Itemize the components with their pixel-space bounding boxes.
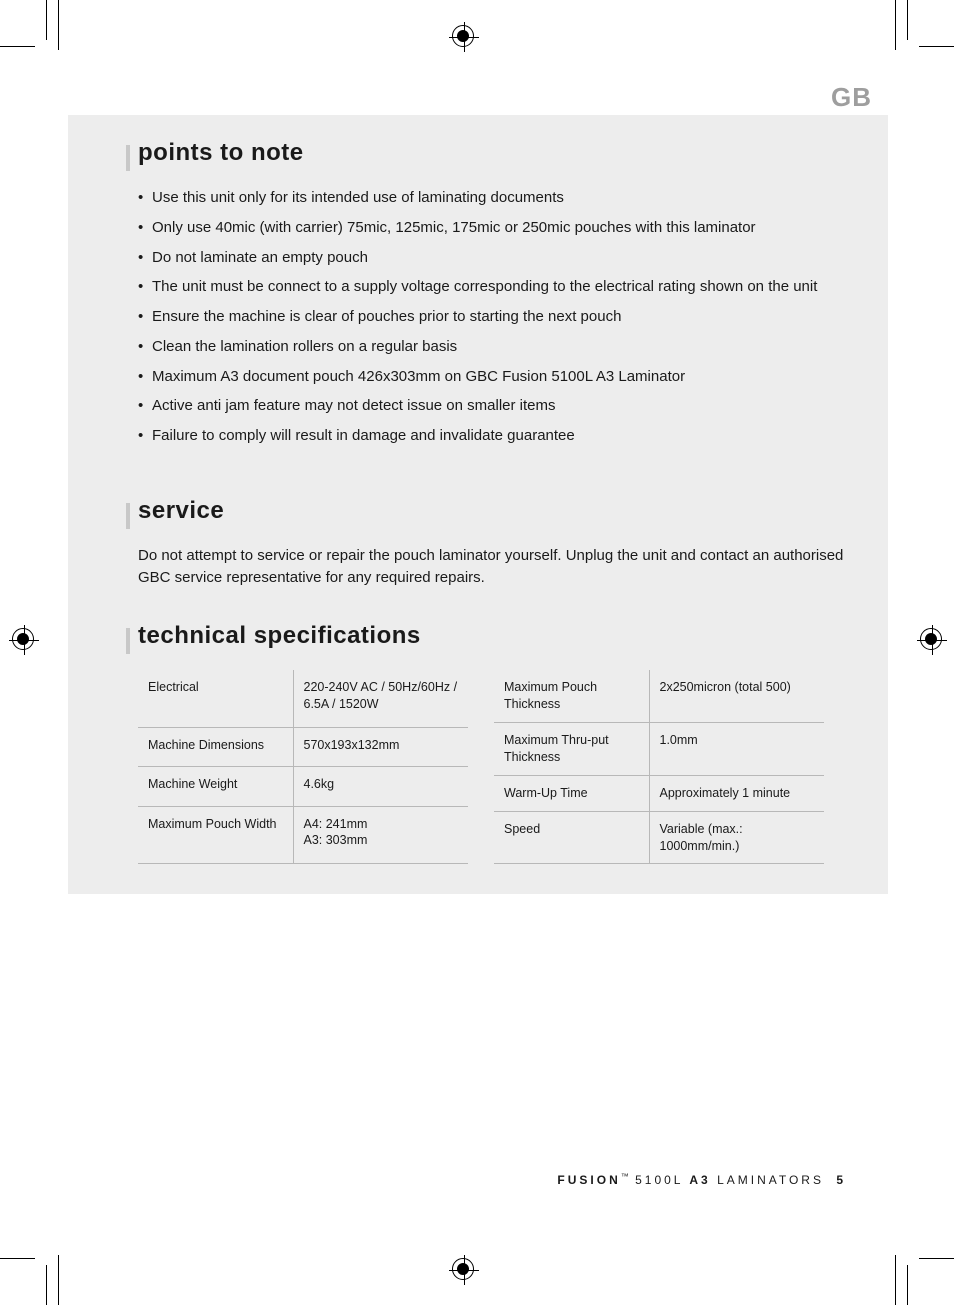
crop-mark <box>895 0 896 50</box>
footer-tm: ™ <box>621 1172 629 1181</box>
crop-mark <box>46 0 47 40</box>
crop-mark <box>907 1265 908 1305</box>
spec-value: 220-240V AC / 50Hz/60Hz / 6.5A / 1520W <box>293 670 468 727</box>
registration-mark-icon <box>12 628 34 650</box>
spec-row: SpeedVariable (max.: 1000mm/min.) <box>494 811 824 864</box>
crop-mark <box>0 46 35 47</box>
heading-tech: technical specifications <box>138 622 848 650</box>
section-service: service Do not attempt to service or rep… <box>68 455 888 589</box>
spec-row: Maximum Pouch Thickness2x250micron (tota… <box>494 670 824 722</box>
crop-mark <box>907 0 908 40</box>
page: GB points to note Use this unit only for… <box>0 0 954 1305</box>
footer-brand: FUSION <box>557 1173 620 1187</box>
registration-mark-icon <box>452 1258 474 1280</box>
spec-label: Electrical <box>138 670 293 727</box>
crop-mark <box>58 0 59 50</box>
heading-service: service <box>138 497 848 525</box>
section-tech-specs: technical specifications Electrical220-2… <box>68 588 888 864</box>
content-panel: points to note Use this unit only for it… <box>68 115 888 894</box>
footer-product: LAMINATORS <box>717 1173 824 1187</box>
service-body: Do not attempt to service or repair the … <box>138 545 848 589</box>
spec-value: Variable (max.: 1000mm/min.) <box>649 811 824 864</box>
spec-label: Machine Weight <box>138 767 293 806</box>
registration-mark-icon <box>920 628 942 650</box>
points-list-item: Active anti jam feature may not detect i… <box>138 395 848 417</box>
language-code: GB <box>831 82 872 113</box>
spec-label: Machine Dimensions <box>138 727 293 766</box>
spec-table-right: Maximum Pouch Thickness2x250micron (tota… <box>494 670 824 864</box>
spec-tables: Electrical220-240V AC / 50Hz/60Hz / 6.5A… <box>138 670 848 864</box>
points-list-item: Use this unit only for its intended use … <box>138 187 848 209</box>
footer-size: A3 <box>689 1173 710 1187</box>
points-list-item: Clean the lamination rollers on a regula… <box>138 336 848 358</box>
points-list: Use this unit only for its intended use … <box>138 187 848 447</box>
heading-accent <box>126 145 130 171</box>
crop-mark <box>58 1255 59 1305</box>
crop-mark <box>46 1265 47 1305</box>
spec-row: Maximum Pouch WidthA4: 241mm A3: 303mm <box>138 806 468 864</box>
spec-value: 570x193x132mm <box>293 727 468 766</box>
spec-value: 1.0mm <box>649 723 824 776</box>
crop-mark <box>895 1255 896 1305</box>
footer-model: 5100L <box>635 1173 683 1187</box>
points-list-item: Do not laminate an empty pouch <box>138 247 848 269</box>
spec-label: Maximum Pouch Width <box>138 806 293 864</box>
heading-accent <box>126 503 130 529</box>
spec-label: Maximum Pouch Thickness <box>494 670 649 722</box>
points-list-item: Only use 40mic (with carrier) 75mic, 125… <box>138 217 848 239</box>
points-list-item: The unit must be connect to a supply vol… <box>138 276 848 298</box>
points-list-item: Failure to comply will result in damage … <box>138 425 848 447</box>
crop-mark <box>0 1258 35 1259</box>
spec-label: Maximum Thru-put Thickness <box>494 723 649 776</box>
crop-mark <box>919 46 954 47</box>
spec-row: Electrical220-240V AC / 50Hz/60Hz / 6.5A… <box>138 670 468 727</box>
points-list-item: Ensure the machine is clear of pouches p… <box>138 306 848 328</box>
spec-label: Warm-Up Time <box>494 775 649 811</box>
registration-mark-icon <box>452 25 474 47</box>
footer-page-number: 5 <box>836 1173 846 1187</box>
section-points-to-note: points to note Use this unit only for it… <box>68 115 888 447</box>
spec-row: Warm-Up TimeApproximately 1 minute <box>494 775 824 811</box>
spec-row: Maximum Thru-put Thickness1.0mm <box>494 723 824 776</box>
spec-value: Approximately 1 minute <box>649 775 824 811</box>
crop-mark <box>919 1258 954 1259</box>
spec-value: A4: 241mm A3: 303mm <box>293 806 468 864</box>
spec-table-left: Electrical220-240V AC / 50Hz/60Hz / 6.5A… <box>138 670 468 864</box>
heading-accent <box>126 628 130 654</box>
spec-value: 4.6kg <box>293 767 468 806</box>
spec-label: Speed <box>494 811 649 864</box>
spec-row: Machine Weight4.6kg <box>138 767 468 806</box>
spec-row: Machine Dimensions570x193x132mm <box>138 727 468 766</box>
heading-points: points to note <box>138 139 848 167</box>
footer: FUSION™ 5100L A3 LAMINATORS 5 <box>557 1172 846 1187</box>
points-list-item: Maximum A3 document pouch 426x303mm on G… <box>138 366 848 388</box>
spec-value: 2x250micron (total 500) <box>649 670 824 722</box>
